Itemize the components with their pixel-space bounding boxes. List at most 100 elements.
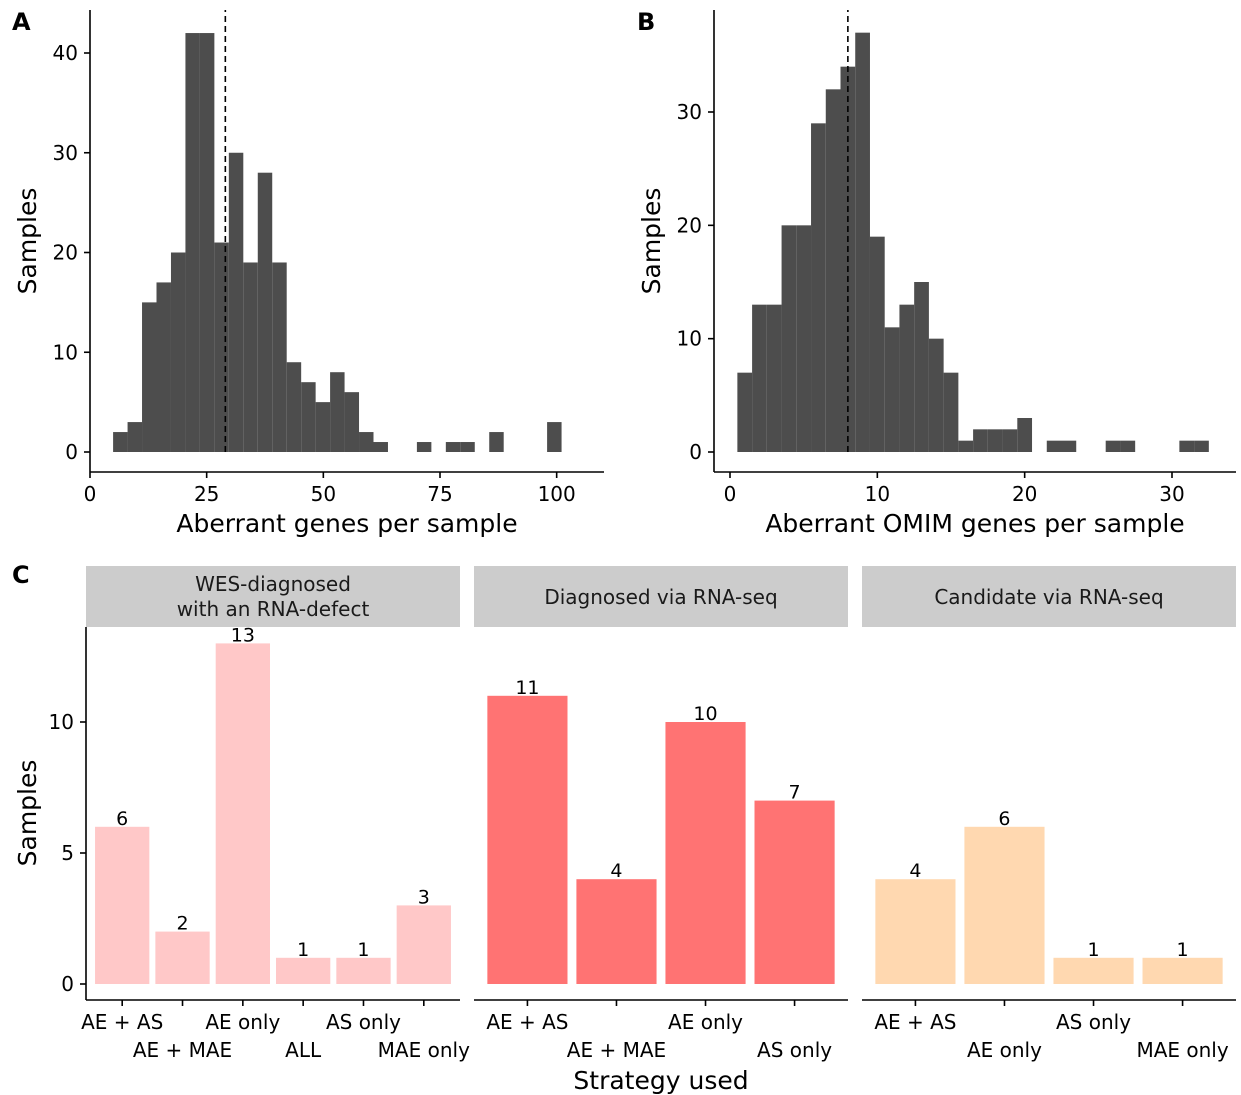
x-tick-label: 10 — [865, 482, 890, 506]
facet-title: Diagnosed via RNA-seq — [544, 585, 777, 609]
histogram-bar — [156, 282, 171, 452]
facet-strip — [862, 566, 1236, 627]
x-tick-label: AE + AS — [81, 1010, 163, 1034]
y-tick-label: 5 — [61, 841, 74, 865]
histogram-bar — [1120, 440, 1136, 452]
bar-value-label: 3 — [418, 886, 430, 908]
bar-value-label: 7 — [789, 782, 801, 804]
x-tick-label: AE + MAE — [133, 1038, 232, 1062]
y-tick-label: 10 — [49, 710, 74, 734]
x-tick-label: 100 — [538, 482, 576, 506]
histogram-bar — [811, 123, 826, 452]
histogram-bar — [884, 327, 900, 452]
histogram-bar — [257, 172, 273, 452]
x-tick-label: 20 — [1012, 482, 1037, 506]
histogram-bar — [1105, 440, 1121, 452]
y-tick-label: 0 — [689, 440, 702, 464]
histogram-bar — [796, 225, 812, 452]
bar-value-label: 6 — [998, 808, 1010, 830]
x-tick-label: MAE only — [1136, 1038, 1228, 1062]
bar — [576, 879, 657, 984]
bar — [1142, 957, 1223, 984]
histogram-bar — [315, 402, 331, 452]
panel-letter: A — [12, 8, 31, 36]
histogram-bar — [855, 32, 870, 453]
histogram-bar — [301, 382, 316, 452]
bar — [336, 957, 391, 984]
histogram-bar — [214, 242, 229, 452]
histogram-bar — [127, 422, 143, 452]
histogram-bar — [928, 338, 944, 452]
y-axis-title: Samples — [637, 188, 666, 295]
x-axis-title: Strategy used — [573, 1066, 748, 1095]
histogram-bar — [373, 442, 388, 452]
x-tick-label: AE + MAE — [567, 1038, 666, 1062]
facet-3: Candidate via RNA-seq 4 AE + AS 6 AE only 1 AS… — [862, 566, 1236, 1062]
histogram-bar — [359, 432, 374, 452]
histogram-bar — [460, 442, 475, 452]
y-tick-label: 30 — [53, 141, 78, 165]
y-tick-label: 40 — [53, 41, 78, 65]
x-tick-label: 50 — [311, 482, 336, 506]
x-tick-label: AS only — [1056, 1010, 1131, 1034]
histogram-bar — [1046, 440, 1062, 452]
histogram-bar — [1002, 429, 1018, 452]
x-tick-label: ALL — [285, 1038, 322, 1062]
panel-b: 0 10 20 30 0 10 20 30 Aberrant OMIM genes per sa… — [637, 8, 1236, 538]
histogram-bar — [737, 372, 753, 452]
histogram-bar — [943, 372, 959, 452]
x-tick-label: MAE only — [378, 1038, 470, 1062]
bar-value-label: 2 — [176, 913, 188, 935]
bar — [95, 826, 150, 984]
histogram-bar — [445, 442, 461, 452]
histogram-bar — [781, 225, 797, 452]
bar-value-label: 1 — [1177, 939, 1189, 961]
x-tick-label: AE + AS — [874, 1010, 956, 1034]
histogram-bar — [899, 304, 915, 452]
histogram-bar — [1179, 440, 1195, 452]
bar — [487, 695, 568, 984]
histogram-bar — [489, 432, 504, 452]
histogram-bar — [752, 304, 767, 452]
x-tick-label: AE only — [668, 1010, 743, 1034]
histogram-bar — [170, 252, 186, 452]
bar-value-label: 11 — [515, 677, 539, 699]
bar — [396, 905, 451, 984]
panel-letter: C — [12, 561, 30, 589]
x-tick-label: AE only — [967, 1038, 1042, 1062]
x-tick-label: AS only — [757, 1038, 832, 1062]
bar — [1053, 957, 1134, 984]
y-tick-label: 20 — [677, 213, 702, 237]
bar — [665, 722, 746, 984]
panel-letter: B — [637, 8, 655, 36]
facet-strip — [474, 566, 848, 627]
histogram-bar — [330, 372, 345, 452]
x-axis-title: Aberrant genes per sample — [176, 509, 517, 538]
y-tick-label: 0 — [61, 972, 74, 996]
x-tick-label: 30 — [1159, 482, 1184, 506]
bar — [276, 957, 331, 984]
bar — [215, 643, 270, 984]
x-tick-label: AE only — [205, 1010, 280, 1034]
y-axis-title: Samples — [13, 188, 42, 295]
y-tick-label: 0 — [65, 440, 78, 464]
histogram-bar — [914, 282, 929, 452]
histogram-bar — [1194, 440, 1209, 452]
histogram-bar — [987, 429, 1003, 452]
histogram-bar — [547, 422, 562, 452]
bar — [754, 800, 835, 984]
bar-value-label: 4 — [909, 860, 921, 882]
bar-value-label: 1 — [297, 939, 309, 961]
x-tick-label: 25 — [194, 482, 219, 506]
y-tick-label: 30 — [677, 100, 702, 124]
y-tick-label: 10 — [53, 340, 78, 364]
x-tick-label: AE + AS — [486, 1010, 568, 1034]
histogram-bar — [286, 362, 302, 452]
histogram-bar — [1061, 440, 1077, 452]
x-tick-label: 75 — [427, 482, 452, 506]
facet-2: Diagnosed via RNA-seq 11 AE + AS 4 AE + MAE 1… — [474, 566, 848, 1062]
histogram-bar — [243, 262, 258, 452]
histogram-bar — [973, 429, 988, 452]
